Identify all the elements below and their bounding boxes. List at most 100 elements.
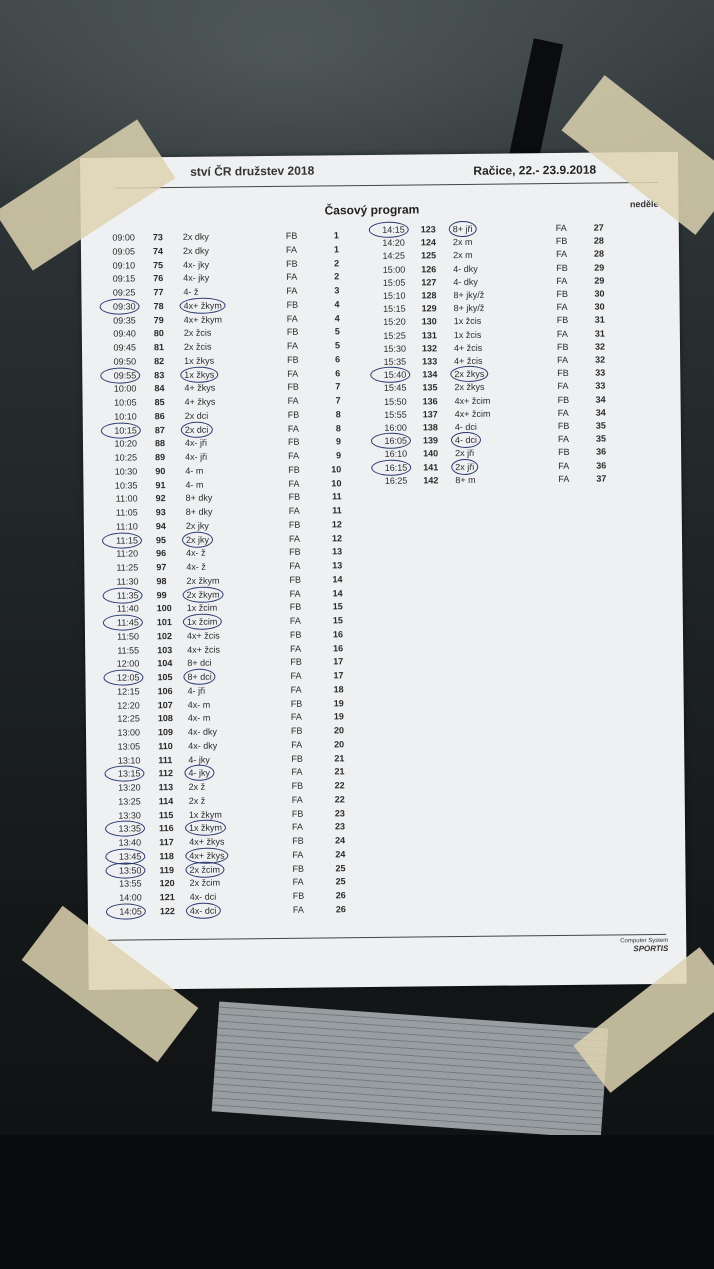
- race-number-cell: 128: [421, 290, 437, 301]
- race-number-cell: 104: [157, 658, 173, 669]
- event-cell: 2x m: [452, 237, 473, 248]
- race-number-cell: 101: [156, 617, 172, 628]
- time-cell: 13:05: [117, 741, 141, 752]
- race-cell: 18: [333, 684, 344, 695]
- footer-rule: [108, 933, 667, 941]
- race-number-cell: 105: [157, 672, 173, 683]
- event-title: ství ČR družstev 2018: [190, 163, 315, 179]
- time-cell: 15:15: [383, 303, 406, 315]
- race-number-cell: 94: [155, 520, 166, 531]
- event-cell: 4x- ž: [186, 547, 206, 559]
- event-cell: 8+ jky/ž: [453, 302, 485, 314]
- event-cell: 2x ž: [188, 795, 206, 806]
- race-number-cell: 125: [420, 250, 437, 261]
- time-cell: 13:55: [119, 878, 142, 889]
- course-cell: FA: [556, 328, 568, 339]
- race-cell: 33: [595, 380, 606, 392]
- event-cell: 1x žcis: [453, 329, 482, 340]
- time-cell: 14:20: [382, 237, 405, 249]
- course-cell: FA: [290, 684, 302, 695]
- course-cell: FA: [557, 354, 569, 366]
- race-number-cell: 99: [156, 589, 167, 600]
- course-cell: FA: [292, 904, 304, 915]
- race-number-cell: 96: [156, 548, 167, 559]
- race-cell: 17: [333, 670, 344, 681]
- race-cell: 31: [594, 328, 605, 339]
- time-cell: 11:50: [117, 631, 140, 642]
- race-number-cell: 119: [159, 864, 175, 875]
- race-number-cell: 130: [421, 316, 437, 327]
- time-cell: 11:30: [116, 576, 139, 587]
- race-cell: 35: [595, 433, 607, 444]
- race-cell: 26: [335, 890, 346, 901]
- place-date: Račice, 22.- 23.9.2018: [473, 162, 597, 178]
- footer-brand: Computer System SPORTIS: [620, 938, 668, 954]
- course-cell: FB: [289, 629, 302, 640]
- race-number-cell: 93: [155, 507, 166, 518]
- race-cell: 28: [593, 248, 605, 260]
- race-number-cell: 141: [423, 461, 439, 473]
- event-cell: 4x- dci: [185, 902, 221, 919]
- race-number-cell: 97: [156, 562, 167, 573]
- race-cell: 19: [333, 697, 344, 708]
- time-cell: 11:55: [117, 644, 140, 656]
- course-cell: FB: [291, 808, 304, 819]
- race-number-cell: 140: [423, 448, 439, 459]
- time-cell: 15:00: [382, 264, 406, 275]
- race-number-cell: 108: [157, 713, 173, 724]
- race-cell: 15: [332, 601, 343, 612]
- race-cell: 22: [334, 794, 345, 805]
- course-cell: FB: [556, 315, 569, 326]
- course-cell: FB: [291, 780, 304, 791]
- race-cell: 12: [331, 532, 343, 543]
- course-cell: FA: [557, 407, 569, 418]
- course-cell: FA: [288, 505, 300, 516]
- event-cell: 4x+ žcim: [454, 408, 491, 419]
- race-cell: 30: [594, 288, 605, 299]
- race-number-cell: 137: [422, 409, 438, 420]
- course-cell: FB: [290, 698, 303, 709]
- event-cell: 4+ žcis: [453, 342, 483, 353]
- event-cell: 2x žcim: [189, 877, 221, 889]
- event-cell: 4x- ž: [186, 561, 206, 572]
- race-number-cell: 139: [422, 435, 439, 446]
- race-number-cell: 112: [158, 768, 174, 779]
- race-number-cell: 95: [155, 534, 167, 545]
- race-cell: 21: [334, 752, 345, 763]
- race-cell: 29: [594, 275, 605, 286]
- course-cell: FA: [555, 222, 567, 234]
- race-number-cell: 138: [422, 422, 438, 433]
- race-cell: 37: [596, 473, 607, 484]
- course-cell: FA: [289, 560, 301, 571]
- time-cell: 12:25: [117, 713, 140, 724]
- race-cell: 25: [335, 876, 346, 887]
- race-number-cell: 131: [421, 329, 437, 341]
- time-cell: 11:20: [116, 548, 139, 559]
- page-title: Časový program: [324, 202, 420, 218]
- course-cell: FA: [289, 615, 301, 626]
- time-cell: 13:20: [118, 782, 141, 793]
- course-cell: FB: [558, 447, 570, 458]
- race-cell: 36: [596, 446, 607, 458]
- course-cell: FB: [556, 341, 569, 352]
- event-cell: 2x jky: [185, 520, 209, 531]
- course-cell: FB: [290, 656, 302, 668]
- race-cell: 30: [594, 301, 605, 312]
- course-cell: FA: [291, 794, 303, 805]
- course-cell: FB: [557, 420, 570, 432]
- course-cell: FB: [292, 835, 304, 846]
- race-number-cell: 102: [156, 630, 173, 641]
- header-rule: [115, 181, 659, 189]
- course-cell: FB: [290, 725, 303, 736]
- race-cell: 31: [594, 314, 605, 326]
- course-cell: FA: [556, 302, 568, 313]
- time-cell: 14:25: [382, 250, 406, 262]
- race-cell: 34: [595, 407, 606, 418]
- event-cell: 1x žcis: [453, 316, 482, 327]
- race-number-cell: 134: [422, 369, 438, 380]
- race-cell: 13: [332, 560, 343, 571]
- course-cell: FA: [291, 739, 303, 750]
- race-cell: 34: [595, 394, 606, 405]
- time-cell: 15:50: [383, 396, 407, 407]
- event-cell: 4- dky: [453, 276, 478, 287]
